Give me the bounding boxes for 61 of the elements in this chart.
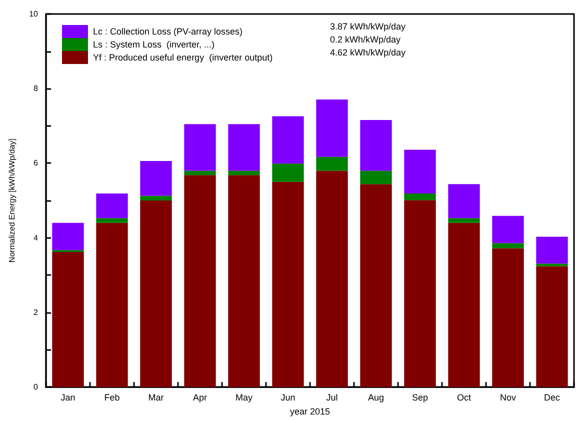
bar	[404, 200, 436, 388]
x-tick-label: Feb	[104, 392, 120, 403]
bar	[184, 124, 216, 171]
y-tick-label: 8	[34, 84, 39, 94]
x-tick-label: May	[235, 392, 253, 403]
y-tick-label: 4	[34, 233, 39, 242]
x-tick-label: Dec	[544, 392, 560, 403]
bar	[52, 252, 84, 388]
bar	[184, 170, 216, 176]
bar	[272, 164, 304, 182]
legend-label: Ls : System Loss (inverter, ...)	[93, 40, 215, 50]
x-tick-label: Jun	[280, 392, 296, 403]
x-tick-label: Oct	[456, 392, 472, 403]
x-tick-label: Sep	[412, 392, 428, 403]
x-axis-title: year 2015	[290, 406, 330, 416]
legend-label: Yf : Produced useful energy (inverter output)	[93, 52, 273, 62]
x-tick-label: Jan	[60, 392, 76, 403]
bar	[492, 248, 524, 388]
x-tick-label: Apr	[192, 392, 208, 403]
bar	[228, 124, 260, 171]
bar	[360, 184, 392, 388]
bar	[316, 170, 348, 388]
bar	[228, 170, 260, 176]
bar	[96, 193, 128, 218]
bar	[184, 175, 216, 388]
bar	[140, 161, 172, 196]
bar	[404, 150, 436, 194]
y-tick-label: 6	[34, 158, 39, 168]
x-tick-label: Nov	[500, 392, 516, 403]
bar	[536, 236, 568, 264]
y-tick-label: 10	[29, 10, 39, 18]
bar	[228, 175, 260, 388]
bar	[448, 184, 480, 218]
bar	[316, 99, 348, 157]
annotation: 4.62 kWh/kWp/day	[330, 48, 406, 58]
bar	[96, 218, 128, 223]
y-tick-label: 0	[34, 382, 39, 392]
x-tick-label: Jul	[326, 392, 338, 403]
bar	[272, 116, 304, 164]
y-axis-title: Normalized Energy [kWh/kWp/day]	[8, 138, 16, 263]
bar	[316, 156, 348, 171]
y-tick-label: 2	[34, 308, 39, 317]
legend-label: Lc : Collection Loss (PV-array losses)	[93, 26, 243, 36]
bar	[360, 170, 392, 184]
bar	[536, 264, 568, 266]
x-tick-label: Mar	[148, 392, 164, 403]
bar	[448, 222, 480, 388]
bar	[404, 193, 436, 200]
annotation: 0.2 kWh/kWp/day	[330, 34, 402, 44]
bar	[140, 196, 172, 201]
bar	[140, 200, 172, 388]
bar	[492, 243, 524, 248]
x-tick-label: Aug	[368, 392, 384, 403]
bar	[96, 222, 128, 388]
annotation: 3.87 kWh/kWp/day	[330, 22, 406, 32]
bar	[536, 266, 568, 388]
bar	[360, 120, 392, 171]
bar	[52, 222, 84, 250]
bar	[272, 182, 304, 388]
bar	[448, 218, 480, 223]
bar	[492, 216, 524, 244]
